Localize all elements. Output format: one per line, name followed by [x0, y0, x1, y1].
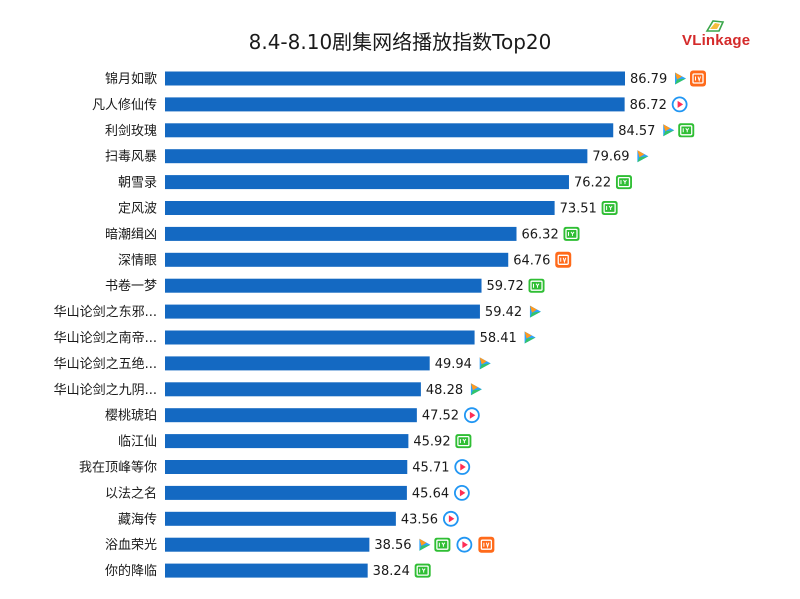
tencent-platform-icon: [663, 124, 675, 137]
bar: [165, 304, 480, 319]
mango-platform-icon: [478, 536, 495, 553]
logo-text: VLinkage: [682, 32, 751, 49]
category-label: 你的降临: [105, 563, 157, 579]
data-label: 73.51: [560, 202, 597, 217]
bar: [165, 71, 625, 86]
mango-platform-icon: [555, 251, 572, 268]
tencent-platform-icon: [637, 150, 649, 163]
data-label: 45.71: [412, 461, 449, 476]
category-label: 华山论剑之东邪...: [54, 304, 157, 320]
bar: [165, 201, 555, 215]
category-label: 凡人修仙传: [92, 98, 157, 113]
iqiyi-platform-icon: [678, 123, 695, 138]
bar: [165, 97, 625, 112]
data-label: 47.52: [422, 409, 459, 424]
bar: [165, 149, 588, 164]
category-label: 锦月如歌: [105, 71, 157, 87]
mango-platform-icon: [690, 70, 706, 87]
iqiyi-platform-icon: [615, 175, 632, 190]
bar: [165, 408, 417, 423]
youku-platform-icon: [456, 536, 473, 553]
data-label: 76.22: [574, 176, 611, 191]
bar: [165, 511, 396, 526]
bar: [165, 563, 368, 578]
category-label: 临江仙: [118, 435, 157, 450]
tencent-platform-icon: [524, 331, 536, 344]
data-label: 84.57: [618, 124, 655, 139]
bar: [165, 278, 482, 293]
category-label: 利剑玫瑰: [105, 123, 157, 139]
vlinkage-logo: VLinkage: [682, 18, 782, 58]
data-label: 86.79: [630, 72, 667, 87]
bar: [165, 434, 409, 449]
bar: [165, 382, 421, 397]
iqiyi-platform-icon: [434, 537, 451, 552]
category-label: 藏海传: [118, 512, 157, 527]
data-label: 66.32: [522, 227, 559, 242]
category-label: 定风波: [118, 202, 157, 217]
tencent-platform-icon: [470, 383, 482, 396]
iqiyi-platform-icon: [528, 278, 545, 293]
data-label: 45.64: [412, 486, 449, 501]
category-label: 华山论剑之五绝...: [54, 356, 157, 372]
iqiyi-platform-icon: [563, 226, 580, 241]
category-label: 浴血荣光: [105, 538, 157, 553]
data-label: 59.42: [485, 305, 522, 320]
tencent-platform-icon: [675, 72, 686, 85]
category-label: 以法之名: [105, 485, 157, 501]
data-label: 48.28: [426, 383, 463, 398]
category-label: 扫毒风暴: [105, 150, 157, 165]
youku-platform-icon: [454, 459, 471, 475]
bar: [165, 460, 408, 474]
category-label: 深情眼: [118, 253, 157, 268]
data-label: 49.94: [435, 357, 472, 372]
logo-mark-icon: [705, 20, 725, 32]
category-label: 我在顶峰等你: [79, 460, 157, 476]
bar: [165, 330, 475, 345]
chart-title: 8.4-8.10剧集网络播放指数Top20: [248, 30, 552, 54]
category-label: 书卷一梦: [105, 278, 157, 294]
category-label: 暗潮缉凶: [105, 227, 157, 242]
data-label: 45.92: [413, 435, 450, 450]
data-label: 64.76: [513, 253, 550, 268]
youku-platform-icon: [671, 96, 688, 113]
iqiyi-platform-icon: [455, 434, 472, 449]
category-label: 樱桃琥珀: [105, 408, 157, 424]
bar: [165, 175, 569, 190]
youku-platform-icon: [453, 484, 470, 501]
bar: [165, 485, 407, 500]
data-label: 58.41: [480, 331, 517, 346]
tencent-platform-icon: [419, 538, 431, 551]
bar: [165, 123, 614, 138]
category-label: 华山论剑之南帝...: [54, 330, 157, 346]
data-label: 38.24: [373, 564, 410, 579]
tencent-platform-icon: [479, 357, 491, 370]
bar: [165, 226, 517, 241]
data-label: 43.56: [401, 512, 438, 527]
iqiyi-platform-icon: [414, 563, 431, 578]
youku-platform-icon: [442, 510, 459, 527]
data-label: 86.72: [630, 98, 667, 113]
bar: [165, 252, 509, 267]
data-label: 79.69: [592, 150, 629, 165]
iqiyi-platform-icon: [601, 201, 618, 215]
data-label: 38.56: [374, 538, 411, 553]
youku-platform-icon: [463, 407, 480, 424]
category-label: 朝雪录: [118, 176, 157, 191]
category-label: 华山论剑之九阴...: [54, 382, 157, 398]
data-label: 59.72: [487, 279, 524, 294]
bar: [165, 537, 370, 552]
tencent-platform-icon: [529, 305, 541, 318]
bar: [165, 356, 430, 371]
